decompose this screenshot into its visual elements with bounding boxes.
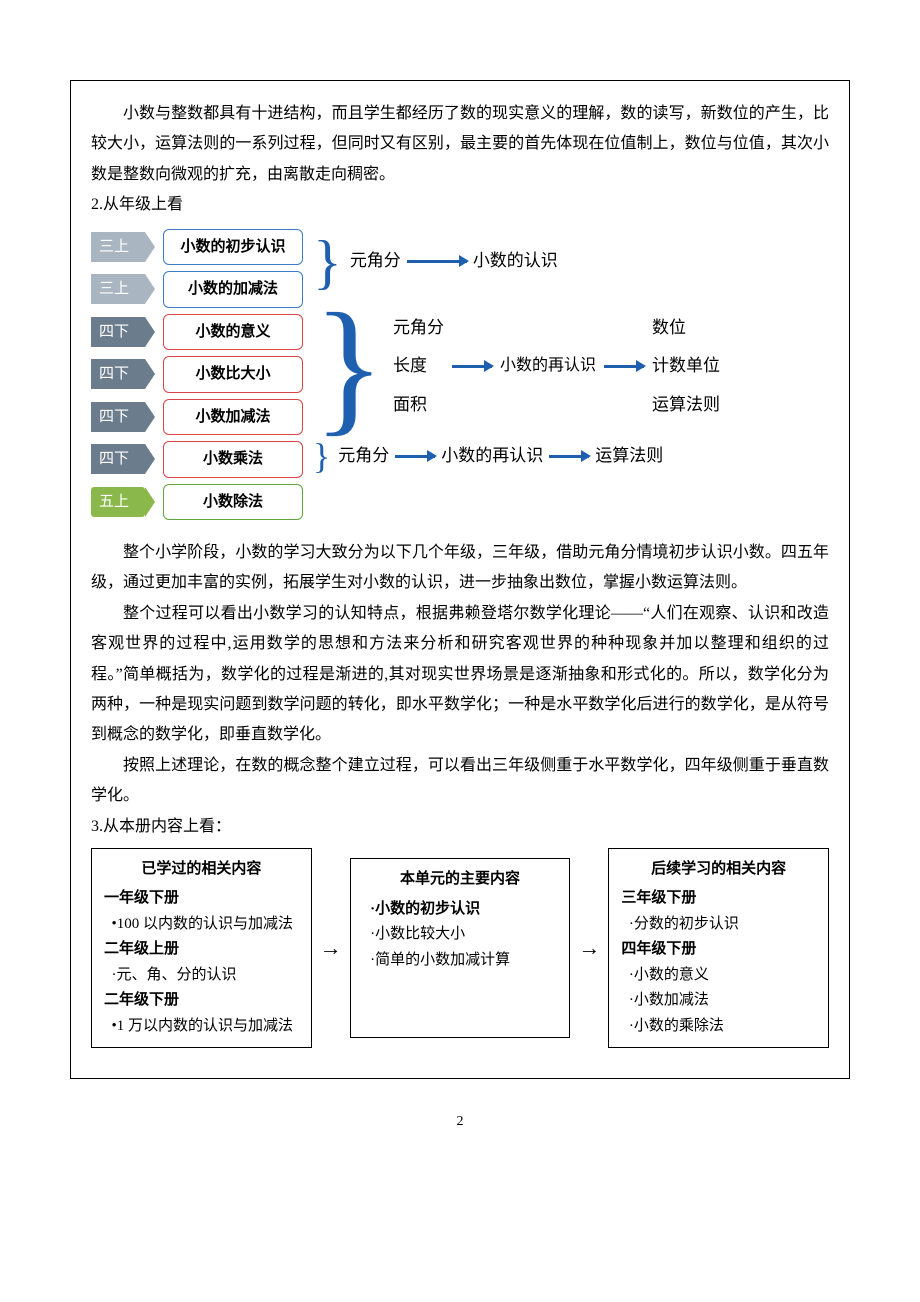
grade-tag: 五上 bbox=[91, 487, 145, 517]
grade-tag: 三上 bbox=[91, 274, 145, 304]
intro-paragraph: 小数与整数都具有十进结构，而且学生都经历了数的现实意义的理解，数的读写，新数位的… bbox=[91, 99, 829, 190]
stage-paragraph: 整个小学阶段，小数的学习大致分为以下几个年级，三年级，借助元角分情境初步认识小数… bbox=[91, 538, 829, 599]
topic-box: 小数的加减法 bbox=[163, 271, 303, 308]
flow-label: 元角分 bbox=[393, 312, 444, 344]
box-line: ·小数的乘除法 bbox=[621, 1014, 816, 1040]
arrow-icon bbox=[549, 455, 589, 458]
grade-row: 三上小数的加减法 bbox=[91, 271, 303, 308]
flow-col-right: 数位计数单位运算法则 bbox=[652, 312, 720, 421]
flow-label: 小数的认识 bbox=[473, 245, 558, 277]
arrow-icon: → bbox=[320, 927, 342, 969]
flow-label: 计数单位 bbox=[652, 350, 720, 382]
grade-diagram-right: } 元角分 小数的认识 } 元角分长度面积 小数的再认识 数位计数单位运算法则 … bbox=[313, 229, 829, 521]
diagram-group-1: } 元角分 小数的认识 bbox=[313, 229, 829, 295]
grade-row: 四下小数比大小 bbox=[91, 356, 303, 393]
grade-row: 四下小数的意义 bbox=[91, 314, 303, 351]
flow-label: 面积 bbox=[393, 389, 444, 421]
topic-box: 小数比大小 bbox=[163, 356, 303, 393]
box-line: ·简单的小数加减计算 bbox=[363, 948, 558, 974]
box-line: 四年级下册 bbox=[621, 937, 816, 963]
box-line: ·元、角、分的认识 bbox=[104, 963, 299, 989]
box-line: ·小数加减法 bbox=[621, 988, 816, 1014]
box-line: 三年级下册 bbox=[621, 886, 816, 912]
box-line: •1 万以内数的认识与加减法 bbox=[104, 1014, 299, 1040]
topic-box: 小数的意义 bbox=[163, 314, 303, 351]
grade-diagram: 三上小数的初步认识三上小数的加减法四下小数的意义四下小数比大小四下小数加减法四下… bbox=[91, 229, 829, 521]
flow-label: 小数的再认识 bbox=[441, 440, 543, 472]
topic-box: 小数乘法 bbox=[163, 441, 303, 478]
box-title: 后续学习的相关内容 bbox=[621, 857, 816, 883]
box-line: •100 以内数的认识与加减法 bbox=[104, 912, 299, 938]
topic-box: 小数加减法 bbox=[163, 399, 303, 436]
flow-label: 长度 bbox=[393, 350, 444, 382]
arrow-icon bbox=[407, 260, 467, 263]
page-number: 2 bbox=[70, 1109, 850, 1136]
content-box-current: 本单元的主要内容 ·小数的初步认识·小数比较大小·简单的小数加减计算 bbox=[350, 858, 571, 1038]
topic-box: 小数的初步认识 bbox=[163, 229, 303, 266]
conclude-paragraph: 按照上述理论，在数的概念整个建立过程，可以看出三年级侧重于水平数学化，四年级侧重… bbox=[91, 751, 829, 812]
arrow-icon: → bbox=[578, 927, 600, 969]
section-3-heading: 3.从本册内容上看： bbox=[91, 812, 829, 842]
box-title: 本单元的主要内容 bbox=[363, 867, 558, 893]
box-line: 一年级下册 bbox=[104, 886, 299, 912]
box-line: 二年级下册 bbox=[104, 988, 299, 1014]
grade-tag: 四下 bbox=[91, 359, 145, 389]
flow-label: 元角分 bbox=[350, 245, 401, 277]
box-line: ·小数的意义 bbox=[621, 963, 816, 989]
grade-tag: 四下 bbox=[91, 444, 145, 474]
box-line: ·小数的初步认识 bbox=[363, 897, 558, 923]
flow-label: 元角分 bbox=[338, 440, 389, 472]
grade-row: 三上小数的初步认识 bbox=[91, 229, 303, 266]
flow-col-left: 元角分长度面积 bbox=[393, 312, 444, 421]
brace-icon: } bbox=[313, 295, 385, 439]
grade-tag: 四下 bbox=[91, 402, 145, 432]
flow-label: 数位 bbox=[652, 312, 720, 344]
grade-tag: 三上 bbox=[91, 232, 145, 262]
brace-icon: } bbox=[313, 439, 330, 475]
diagram-group-3: } 元角分 小数的再认识 运算法则 bbox=[313, 439, 829, 475]
flow-label: 小数的再认识 bbox=[500, 351, 596, 381]
grade-row: 五上小数除法 bbox=[91, 484, 303, 521]
theory-paragraph: 整个过程可以看出小数学习的认知特点，根据弗赖登塔尔数学化理论——“人们在观察、认… bbox=[91, 599, 829, 751]
diagram-group-2: } 元角分长度面积 小数的再认识 数位计数单位运算法则 bbox=[313, 295, 829, 439]
arrow-icon bbox=[395, 455, 435, 458]
grade-row: 四下小数乘法 bbox=[91, 441, 303, 478]
box-line: 二年级上册 bbox=[104, 937, 299, 963]
box-title: 已学过的相关内容 bbox=[104, 857, 299, 883]
arrow-icon bbox=[452, 365, 492, 368]
arrow-icon bbox=[604, 365, 644, 368]
grade-diagram-left: 三上小数的初步认识三上小数的加减法四下小数的意义四下小数比大小四下小数加减法四下… bbox=[91, 229, 303, 521]
content-box-next: 后续学习的相关内容三年级下册·分数的初步认识四年级下册·小数的意义·小数加减法·… bbox=[608, 848, 829, 1049]
content-boxes-diagram: 已学过的相关内容一年级下册•100 以内数的认识与加减法二年级上册·元、角、分的… bbox=[91, 848, 829, 1049]
grade-row: 四下小数加减法 bbox=[91, 399, 303, 436]
flow-label: 运算法则 bbox=[595, 440, 663, 472]
box-line: ·小数比较大小 bbox=[363, 922, 558, 948]
content-box-prev: 已学过的相关内容一年级下册•100 以内数的认识与加减法二年级上册·元、角、分的… bbox=[91, 848, 312, 1049]
box-line: ·分数的初步认识 bbox=[621, 912, 816, 938]
topic-box: 小数除法 bbox=[163, 484, 303, 521]
flow-label: 运算法则 bbox=[652, 389, 720, 421]
grade-tag: 四下 bbox=[91, 317, 145, 347]
page-border: 小数与整数都具有十进结构，而且学生都经历了数的现实意义的理解，数的读写，新数位的… bbox=[70, 80, 850, 1079]
section-2-heading: 2.从年级上看 bbox=[91, 190, 829, 220]
